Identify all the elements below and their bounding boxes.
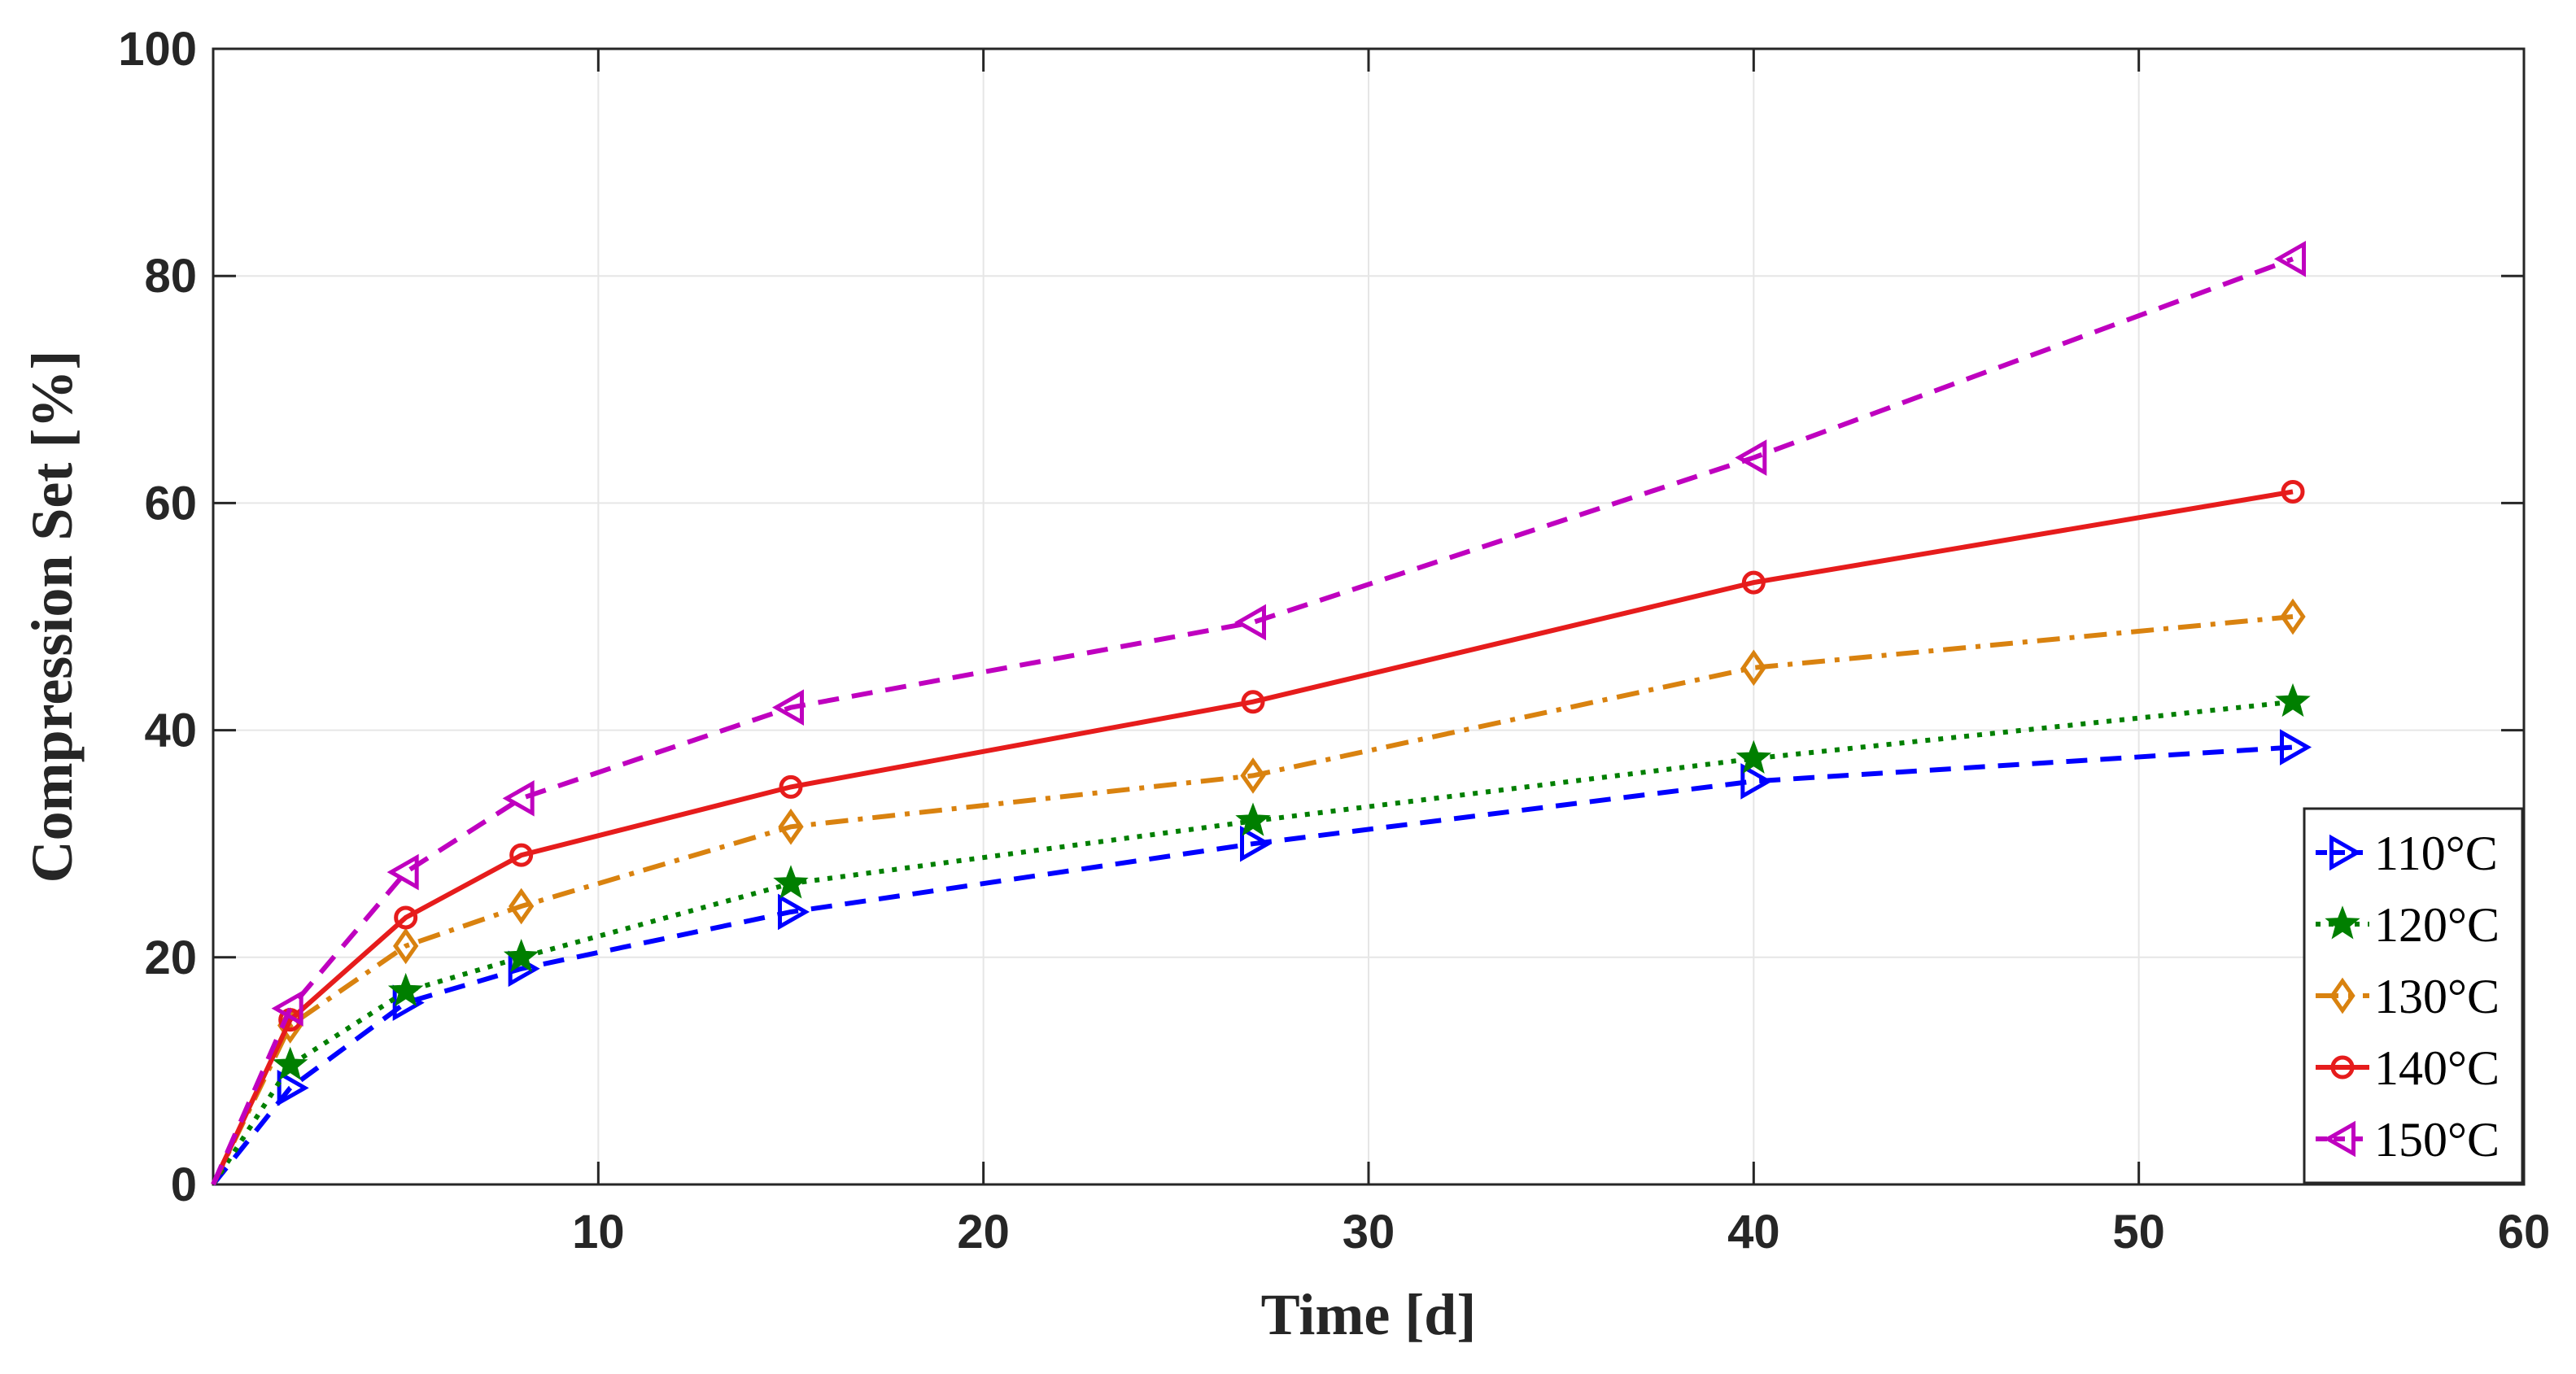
series-110°C: [211, 729, 2312, 1186]
x-tick-label: 10: [572, 1206, 625, 1258]
data-point: [1736, 739, 1772, 774]
data-point: [2280, 598, 2306, 635]
series-line: [211, 614, 2294, 1186]
legend-swatch-marker: [2329, 977, 2356, 1014]
y-tick-label: 40: [144, 704, 197, 757]
data-point: [1240, 757, 1266, 794]
data-point: [778, 893, 810, 931]
data-point: [771, 689, 804, 726]
legend-label: 130°C: [2374, 970, 2500, 1023]
x-tick-label: 20: [957, 1206, 1010, 1258]
y-tick-label: 20: [144, 931, 197, 984]
data-point: [779, 774, 803, 799]
data-point: [509, 888, 535, 925]
legend-label: 110°C: [2374, 827, 2498, 880]
data-point: [1240, 825, 1273, 862]
y-tick-label: 100: [118, 23, 197, 76]
x-tick-label: 50: [2112, 1206, 2165, 1258]
series-lines: [211, 240, 2312, 1186]
series-120°C: [211, 683, 2311, 1186]
series-130°C: [211, 598, 2306, 1186]
data-point: [502, 780, 535, 817]
series-140°C: [211, 479, 2305, 1186]
legend-swatch-marker: [2330, 1055, 2355, 1080]
y-tick-label: 80: [144, 250, 197, 303]
y-axis-title: Compression Set [%]: [20, 351, 85, 883]
legend-swatch-marker: [2329, 834, 2362, 871]
data-point: [509, 843, 534, 867]
legend-item: 150°C: [2316, 1113, 2500, 1167]
legend-box: [2303, 807, 2524, 1184]
series-line: [211, 744, 2294, 1186]
data-point: [773, 865, 809, 899]
legend-item: 110°C: [2316, 827, 2498, 880]
legend-swatch-marker: [2323, 1120, 2356, 1158]
legend: 110°C 120°C 130°C 140°C 150°C: [2303, 807, 2524, 1184]
data-point: [1241, 690, 1265, 714]
data-point: [386, 853, 419, 891]
data-point: [1735, 439, 1767, 476]
series-150°C: [211, 240, 2306, 1186]
legend-item: 120°C: [2316, 898, 2500, 952]
legend-label: 120°C: [2374, 898, 2500, 952]
data-point: [2281, 479, 2305, 504]
data-point: [1740, 649, 1766, 687]
axis-ticks: 10 20 30 40 50 60 0 20 40 60 80 100: [118, 23, 2550, 1258]
data-point: [277, 1070, 309, 1106]
data-point: [1233, 604, 1266, 641]
data-point: [2273, 240, 2306, 277]
series-line: [211, 699, 2294, 1186]
data-point: [778, 808, 804, 845]
data-point: [393, 927, 419, 965]
data-point: [272, 1046, 308, 1080]
x-axis-title: Time [d]: [1261, 1282, 1477, 1347]
series-line: [211, 256, 2294, 1186]
y-tick-label: 60: [144, 477, 197, 530]
data-point: [503, 938, 539, 973]
x-tick-label: 60: [2498, 1206, 2551, 1258]
legend-label: 150°C: [2374, 1113, 2500, 1167]
data-point: [1741, 570, 1766, 595]
x-tick-label: 40: [1727, 1206, 1780, 1258]
legend-item: 140°C: [2316, 1041, 2500, 1095]
data-point: [2275, 683, 2311, 718]
legend-label: 140°C: [2374, 1041, 2500, 1095]
series-line: [211, 489, 2294, 1186]
data-point: [387, 972, 424, 1007]
axis-titles: Time [d] Compression Set [%]: [20, 351, 1476, 1347]
y-tick-label: 0: [171, 1158, 197, 1211]
data-point: [394, 905, 418, 930]
data-point: [1740, 763, 1773, 800]
legend-item: 130°C: [2316, 970, 2500, 1023]
data-point: [1235, 802, 1271, 836]
x-tick-label: 30: [1343, 1206, 1395, 1258]
data-point: [2280, 729, 2312, 766]
data-point: [271, 990, 303, 1027]
grid: [213, 48, 2525, 1185]
legend-swatch-marker: [2325, 905, 2360, 940]
